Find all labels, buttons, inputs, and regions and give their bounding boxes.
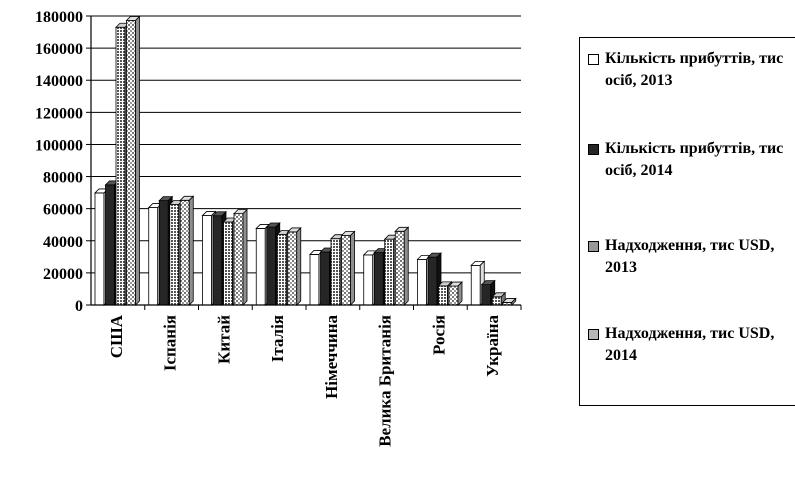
chart-plot: 0 20000 40000 60000 80000 100000 120000 140000 1… [35, 9, 522, 447]
bar-side [296, 226, 302, 306]
bar [233, 213, 244, 306]
bar [341, 235, 351, 306]
x-tick-label: Україна [483, 315, 502, 377]
bar-side [135, 15, 140, 306]
bar-side [188, 195, 194, 306]
bar [148, 207, 159, 306]
bar [309, 254, 320, 306]
bar [438, 285, 448, 306]
legend-label: Надходження, тис USD, 2014 [605, 325, 775, 364]
legend-label: Кількість прибуттів, тис осіб, 2013 [605, 50, 784, 89]
bar [320, 251, 330, 306]
y-tick-label: 140000 [35, 73, 83, 90]
y-tick-label: 20000 [43, 266, 83, 283]
y-tick-label: 160000 [35, 41, 83, 58]
legend-label: Кількість прибуттів, тис осіб, 2014 [605, 140, 784, 179]
legend-swatch-icon [588, 329, 599, 340]
bar [212, 215, 223, 306]
bar [384, 238, 395, 306]
bar [126, 20, 136, 306]
legend-entry: Надходження, тис USD, 2014 [588, 323, 795, 367]
bar [394, 230, 405, 306]
legend-label: Надходження, тис USD, 2013 [605, 237, 775, 276]
legend-swatch-icon [588, 144, 599, 155]
x-tick-label: Іспанія [161, 315, 180, 371]
bar [202, 215, 212, 306]
bar [105, 184, 115, 306]
bar [255, 228, 266, 306]
bar [223, 221, 233, 306]
y-tick-label: 120000 [35, 105, 83, 122]
bar [94, 192, 105, 306]
x-tick-label: Росія [429, 315, 448, 355]
bar [470, 264, 481, 306]
x-tick-label: Китай [214, 315, 233, 364]
bar [287, 231, 298, 306]
bar [266, 226, 277, 306]
bar [158, 200, 169, 306]
legend: Кількість прибуттів, тис осіб, 2013 Кіль… [579, 37, 795, 406]
bar-side [403, 226, 409, 306]
bar [427, 256, 438, 306]
x-tick-label: Німеччина [322, 315, 341, 399]
y-tick-label: 40000 [43, 234, 83, 251]
x-tick-label: Італія [268, 315, 287, 362]
y-tick-label: 100000 [35, 137, 83, 154]
y-tick-label: 0 [75, 298, 83, 315]
bar [169, 204, 180, 306]
y-tick-label: 60000 [43, 202, 83, 219]
legend-swatch-icon [588, 241, 599, 252]
bar [179, 199, 190, 306]
bar [276, 234, 287, 306]
bar-side [350, 230, 355, 306]
x-tick-label: США [107, 314, 126, 358]
y-tick-label: 80000 [43, 170, 83, 187]
x-tick-label: Велика Британія [376, 315, 395, 447]
bar-side [511, 297, 517, 306]
bar [481, 284, 492, 306]
y-tick-label: 180000 [35, 9, 83, 26]
legend-entry: Кількість прибуттів, тис осіб, 2013 [588, 48, 795, 92]
bar [417, 259, 427, 306]
bar [448, 285, 459, 306]
legend-entry: Надходження, тис USD, 2013 [588, 235, 795, 279]
legend-entry: Кількість прибуттів, тис осіб, 2014 [588, 138, 795, 182]
bar-side [242, 208, 248, 306]
bar [373, 252, 384, 306]
bar-side [457, 281, 463, 306]
bar [491, 296, 502, 306]
bar [115, 26, 126, 306]
bar [363, 254, 374, 306]
legend-swatch-icon [588, 54, 599, 65]
bar [330, 238, 341, 306]
